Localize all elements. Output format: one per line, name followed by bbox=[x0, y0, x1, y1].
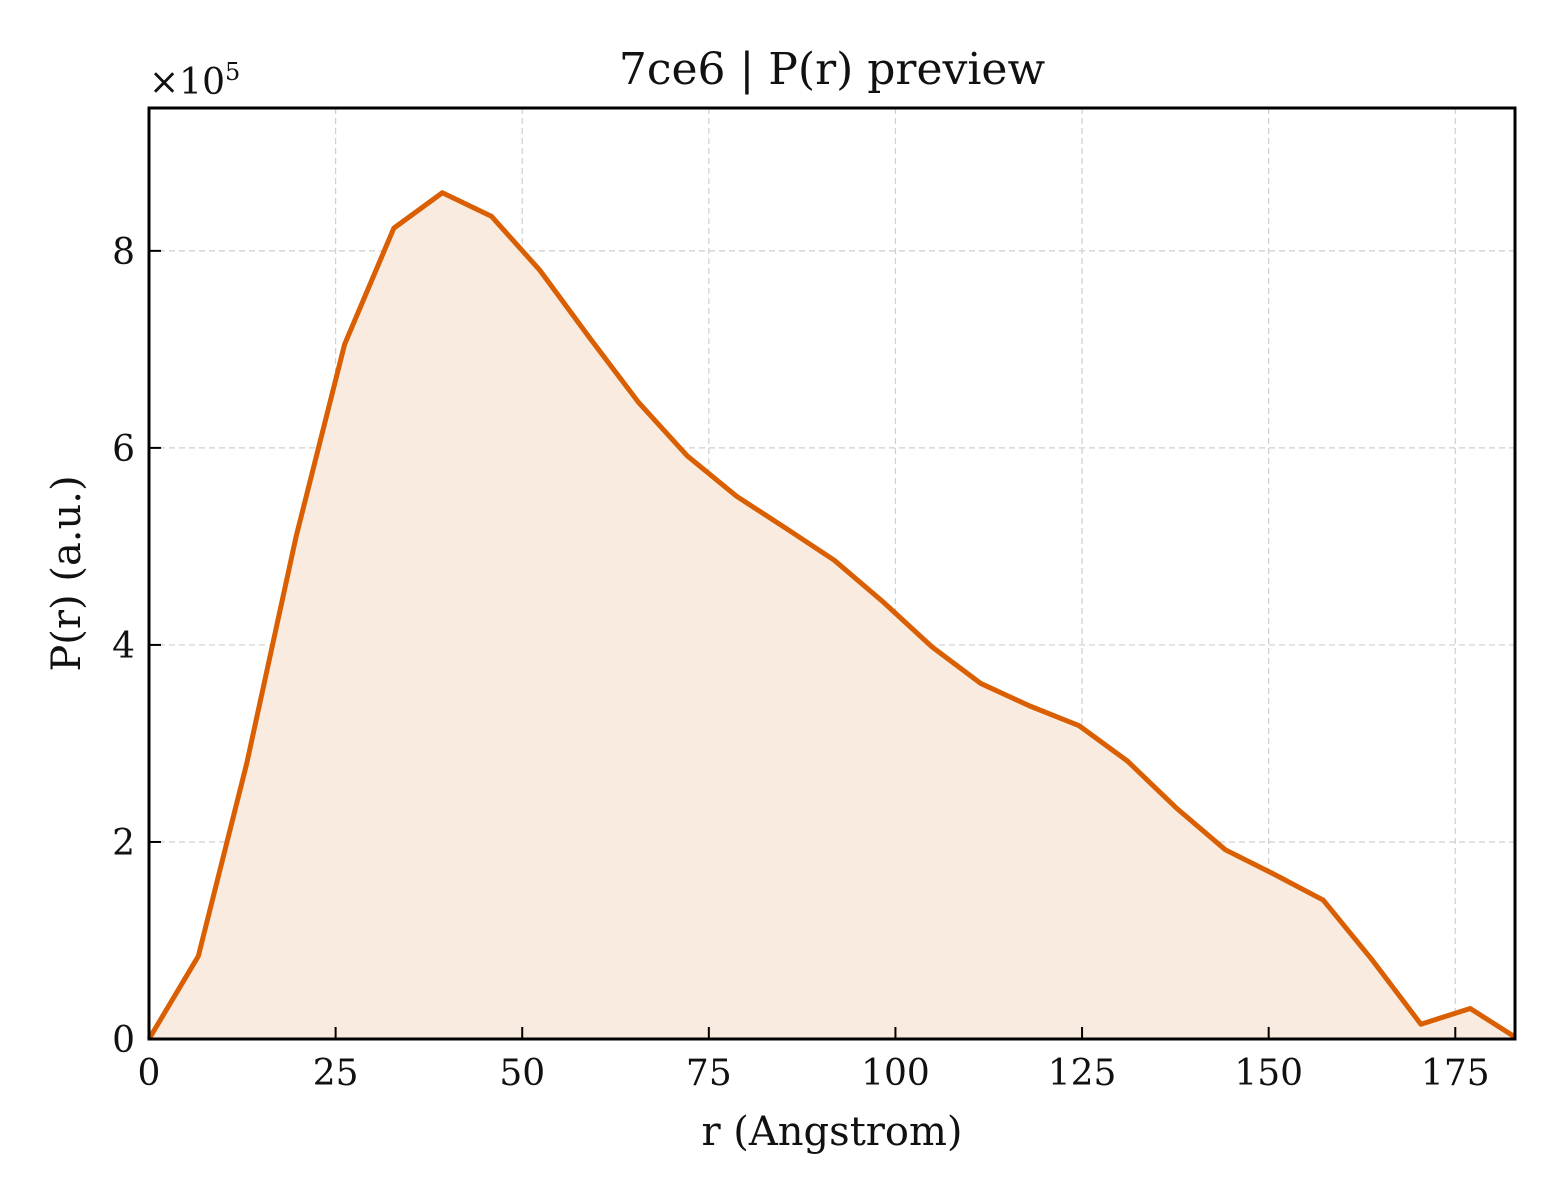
y-tick-label: 8 bbox=[112, 232, 135, 273]
y-tick-label: 6 bbox=[112, 429, 135, 470]
x-tick-label: 150 bbox=[1234, 1053, 1303, 1094]
pr-series-line bbox=[146, 190, 1517, 1041]
x-tick-label: 125 bbox=[1048, 1053, 1117, 1094]
x-tick-label: 100 bbox=[861, 1053, 930, 1094]
y-axis-label: P(r) (a.u.) bbox=[44, 475, 90, 671]
plot-frame bbox=[147, 106, 1517, 1041]
x-tick-label: 75 bbox=[686, 1053, 732, 1094]
y-multiplier-base: ×10 bbox=[149, 62, 225, 103]
y-tick-label: 0 bbox=[112, 1020, 135, 1061]
x-tick-label: 0 bbox=[138, 1053, 161, 1094]
axis-ticks: 0 25 50 75 100 125 150 175 0 2 4 6 8 bbox=[112, 232, 1490, 1094]
chart-title: 7ce6 | P(r) preview bbox=[619, 44, 1046, 95]
x-tick-label: 25 bbox=[313, 1053, 359, 1094]
y-tick-label: 2 bbox=[112, 823, 135, 864]
x-axis-label: r (Angstrom) bbox=[701, 1109, 962, 1155]
x-tick-label: 50 bbox=[499, 1053, 545, 1094]
pr-area-fill bbox=[149, 192, 1515, 1039]
y-multiplier-exponent: 5 bbox=[225, 58, 240, 86]
x-tick-label: 175 bbox=[1421, 1053, 1490, 1094]
y-axis-multiplier: ×105 bbox=[149, 58, 240, 103]
y-tick-label: 4 bbox=[112, 626, 135, 667]
